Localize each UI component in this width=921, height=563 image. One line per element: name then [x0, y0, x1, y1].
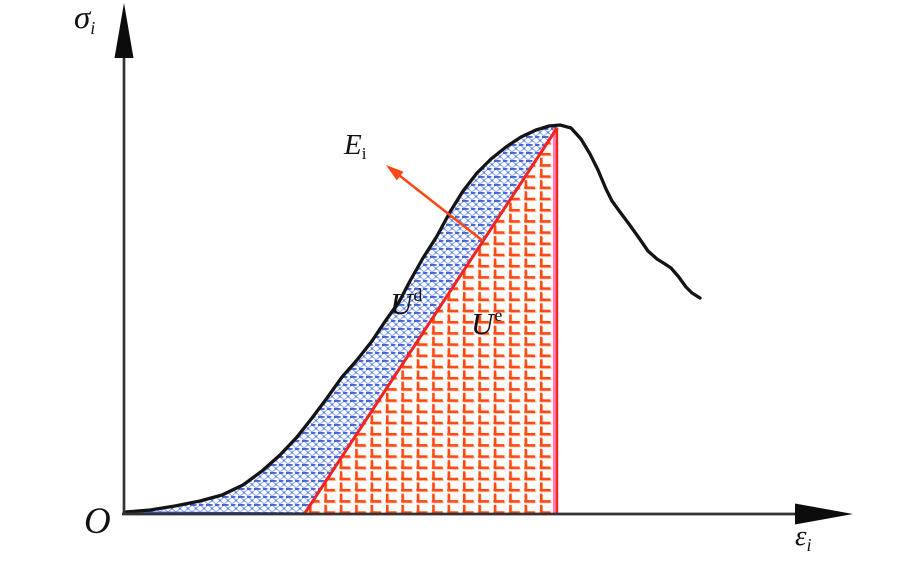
- modulus-symbol: E: [344, 129, 362, 161]
- modulus-arrow-head-icon: [386, 165, 404, 181]
- modulus-subscript: i: [361, 144, 367, 163]
- modulus-label: Ei: [344, 129, 367, 163]
- origin-label: O: [84, 501, 111, 542]
- elastic-energy-symbol: U: [471, 306, 494, 341]
- sigma-subscript: i: [90, 18, 96, 38]
- y-axis-label: σi: [74, 0, 96, 38]
- dissipated-energy-symbol: U: [390, 286, 413, 321]
- unloading-modulus-line: [303, 127, 559, 514]
- epsilon-subscript: i: [806, 535, 812, 555]
- dissipated-energy-superscript: d: [413, 285, 423, 305]
- y-axis-arrowhead-icon: [114, 3, 134, 58]
- elastic-energy-superscript: e: [494, 305, 503, 325]
- x-axis-label: εi: [795, 520, 812, 555]
- modulus-arrow-line: [394, 171, 484, 243]
- elastic-energy-label: Ue: [471, 306, 502, 339]
- stress-strain-curve: [124, 123, 702, 514]
- dissipated-energy-label: Ud: [390, 286, 422, 319]
- epsilon-symbol: ε: [795, 520, 807, 552]
- x-axis-arrowhead-icon: [795, 503, 853, 525]
- sigma-symbol: σ: [74, 0, 91, 36]
